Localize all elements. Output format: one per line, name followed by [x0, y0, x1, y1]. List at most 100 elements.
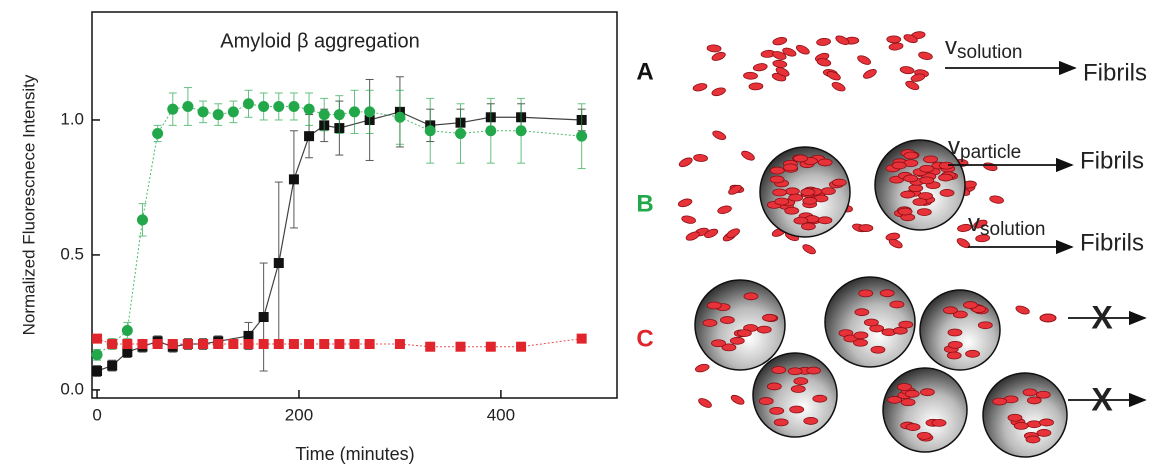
peptide: [897, 383, 912, 391]
peptide: [711, 51, 726, 61]
peptide: [793, 154, 808, 163]
point: [228, 339, 239, 350]
peptide: [977, 321, 993, 330]
peptide: [898, 320, 914, 329]
peptide: [920, 388, 935, 397]
point: [273, 100, 285, 112]
point: [425, 341, 436, 352]
point: [122, 347, 133, 358]
row-label: C: [636, 325, 653, 352]
peptide: [788, 193, 804, 202]
peptide: [905, 423, 921, 431]
peptide: [806, 366, 821, 375]
peptide: [795, 44, 810, 55]
peptide: [1015, 305, 1030, 315]
peptide: [772, 51, 787, 60]
rate-symbol: v: [968, 210, 980, 237]
peptide: [801, 222, 816, 231]
chart-annotation: Amyloid β aggregation: [220, 30, 419, 52]
peptide: [854, 308, 870, 317]
peptide: [908, 184, 924, 193]
peptide: [748, 82, 764, 91]
point: [273, 258, 284, 269]
point: [107, 339, 118, 350]
peptide: [787, 367, 803, 376]
peptide: [886, 35, 902, 44]
peptide: [1025, 435, 1041, 444]
point: [516, 341, 527, 352]
peptide: [939, 189, 955, 197]
x-tick-label: 400: [487, 405, 515, 424]
peptide: [736, 329, 752, 338]
peptide: [756, 325, 772, 334]
peptide: [790, 385, 806, 393]
peptide: [919, 176, 935, 185]
peptide: [762, 313, 777, 322]
peptide: [1026, 420, 1042, 429]
point: [182, 339, 193, 350]
point: [137, 339, 148, 350]
peptide: [965, 349, 980, 358]
point: [455, 341, 466, 352]
peptide: [1013, 421, 1029, 430]
peptide: [858, 289, 874, 298]
point: [136, 214, 148, 226]
peptide: [899, 66, 915, 75]
point: [243, 330, 254, 341]
peptide: [952, 310, 968, 319]
point: [92, 366, 103, 377]
point: [167, 103, 179, 115]
point: [227, 106, 239, 118]
point: [303, 103, 315, 115]
peptide: [800, 188, 816, 196]
point: [485, 341, 496, 352]
rate-label: vsolution: [968, 210, 1046, 240]
point: [288, 174, 299, 185]
peptide: [812, 394, 828, 403]
peptide: [831, 178, 847, 187]
peptide: [963, 301, 978, 309]
peptide: [1036, 429, 1052, 437]
peptide: [879, 289, 895, 298]
point: [198, 339, 209, 350]
peptide: [918, 51, 933, 60]
peptide: [717, 205, 732, 214]
peptide: [903, 174, 919, 183]
peptide: [677, 198, 693, 208]
y-axis-label: Normalized Fluorescnece Intensity: [19, 74, 38, 335]
y-tick-label: 0.0: [60, 379, 84, 398]
peptide: [1039, 418, 1054, 427]
row-label: B: [636, 190, 653, 217]
point: [91, 349, 103, 361]
product-label: Fibrils: [1080, 147, 1144, 174]
peptide: [772, 37, 788, 46]
peptide: [938, 173, 953, 182]
y-tick-label: 1.0: [60, 109, 84, 128]
peptide: [900, 190, 916, 199]
peptide: [992, 397, 1008, 406]
peptide: [1022, 388, 1038, 397]
point: [258, 100, 270, 112]
rate-symbol: v: [948, 133, 960, 160]
rate-symbol: v: [945, 33, 957, 60]
peptide: [769, 166, 785, 175]
row-label: A: [636, 58, 653, 85]
peptide: [693, 154, 708, 162]
rate-subscript: solution: [980, 219, 1046, 240]
peptide: [721, 343, 737, 352]
point: [334, 339, 345, 350]
peptide: [685, 231, 700, 241]
peptide: [983, 162, 998, 171]
point: [333, 109, 345, 121]
peptide: [802, 196, 818, 205]
point: [304, 339, 315, 350]
x-tick-label: 0: [92, 405, 101, 424]
point: [197, 106, 209, 118]
point: [121, 325, 133, 337]
point: [515, 125, 527, 137]
peptide: [698, 398, 712, 408]
peptide: [888, 42, 904, 51]
peptide: [793, 377, 809, 386]
